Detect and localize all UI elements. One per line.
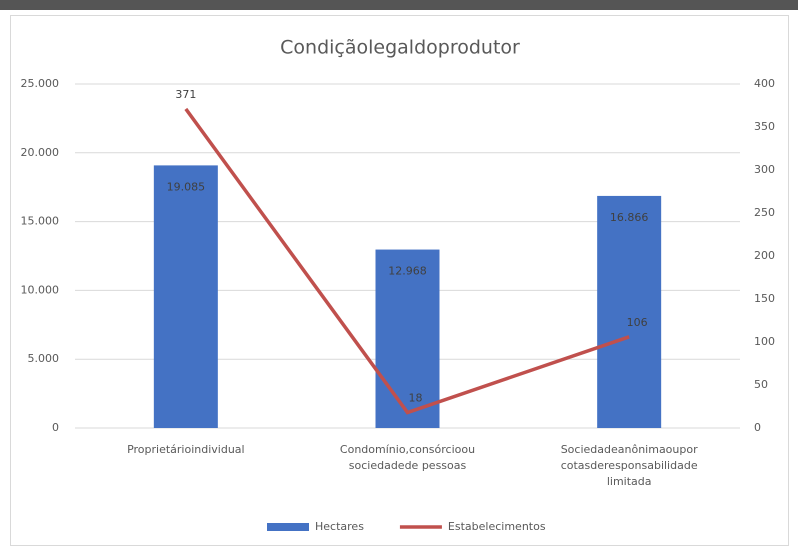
y2-tick-label: 50 — [754, 378, 768, 391]
y2-tick-label: 0 — [754, 421, 761, 434]
line-series — [184, 107, 630, 415]
y-tick-label: 5.000 — [28, 352, 60, 365]
y2-tick-label: 350 — [754, 120, 775, 133]
y2-tick-label: 250 — [754, 206, 775, 219]
bar-value-label: 16.866 — [610, 211, 649, 224]
bar-value-label: 19.085 — [167, 180, 206, 193]
legend-label: Hectares — [315, 520, 364, 533]
line-value-label: 106 — [627, 316, 648, 329]
y2-tick-label: 200 — [754, 249, 775, 262]
x-tick-label: Sociedadeanônimaoupor cotasderesponsabili… — [561, 443, 698, 488]
bar — [597, 195, 662, 428]
bar — [153, 165, 218, 429]
line-value-label: 18 — [409, 392, 423, 405]
y2-tick-label: 150 — [754, 292, 775, 305]
y-tick-label: 20.000 — [21, 146, 60, 159]
legend-label: Estabelecimentos — [448, 520, 546, 533]
y-tick-label: 15.000 — [21, 215, 60, 228]
x-tick-label: Proprietárioindividual — [127, 443, 245, 456]
top-strip — [0, 0, 798, 10]
bar-value-label: 12.968 — [388, 265, 427, 278]
line-value-label: 371 — [175, 88, 196, 101]
y-tick-label: 10.000 — [21, 283, 60, 296]
x-tick-label: Condomínio,consórcioou sociedadede pessoa… — [340, 443, 475, 472]
y-tick-label: 25.000 — [21, 77, 60, 90]
y2-tick-label: 100 — [754, 335, 775, 348]
legend-swatch — [267, 523, 309, 531]
y2-tick-label: 300 — [754, 163, 775, 176]
bar — [375, 249, 440, 428]
y2-tick-label: 400 — [754, 77, 775, 90]
chart-title: Condiçãolegaldoprodutor — [280, 37, 520, 59]
y-tick-label: 0 — [52, 421, 59, 434]
